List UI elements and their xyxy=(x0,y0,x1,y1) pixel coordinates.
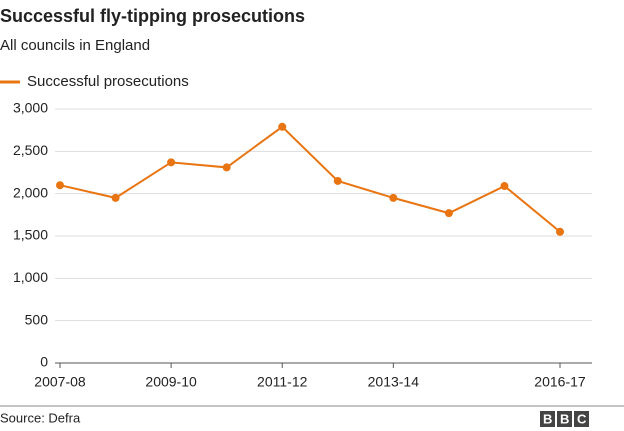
source: Source: Defra xyxy=(0,410,81,425)
data-point xyxy=(222,163,231,172)
data-point xyxy=(278,122,287,131)
chart-title: Successful fly-tipping prosecutions xyxy=(0,6,305,26)
logo-box xyxy=(540,411,555,427)
y-tick-label: 0 xyxy=(40,354,48,370)
data-point xyxy=(111,193,120,202)
x-tick-label: 2016-17 xyxy=(534,374,586,390)
logo-box xyxy=(574,411,589,427)
y-tick-label: 2,000 xyxy=(13,184,48,200)
data-point xyxy=(556,227,564,236)
y-tick-label: 3,000 xyxy=(13,100,48,116)
y-tick-label: 1,500 xyxy=(13,227,48,243)
data-point xyxy=(444,209,453,218)
legend-label: Successful prosecutions xyxy=(27,73,189,90)
x-tick-label: 2007-08 xyxy=(34,374,86,390)
y-tick-label: 1,000 xyxy=(13,269,48,285)
logo-box xyxy=(557,411,572,427)
data-point xyxy=(389,193,398,202)
data-point xyxy=(56,181,64,190)
x-tick-label: 2013-14 xyxy=(368,374,420,390)
x-tick-label: 2011-12 xyxy=(257,374,308,390)
series-line xyxy=(59,125,561,233)
data-point xyxy=(167,158,176,167)
data-point xyxy=(500,182,509,191)
chart-subtitle: All councils in England xyxy=(0,37,150,54)
data-point xyxy=(333,176,342,185)
logo: BBC xyxy=(543,411,594,426)
x-tick-label: 2009-10 xyxy=(145,374,197,390)
y-tick-label: 2,500 xyxy=(13,142,48,158)
y-tick-label: 500 xyxy=(25,311,49,327)
